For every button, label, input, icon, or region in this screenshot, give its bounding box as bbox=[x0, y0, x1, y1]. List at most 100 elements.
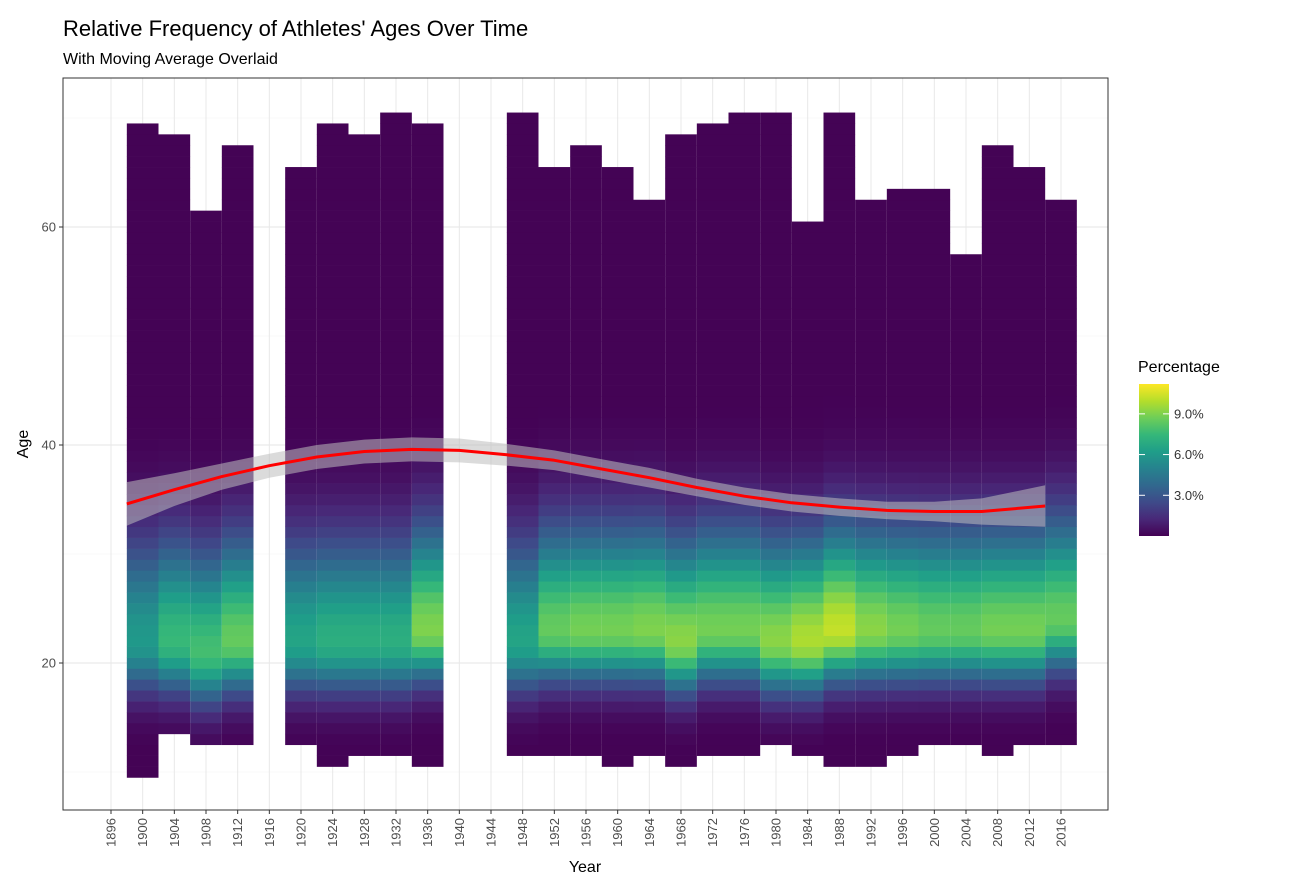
heatmap-tile bbox=[190, 417, 222, 429]
heatmap-tile bbox=[285, 265, 317, 277]
heatmap-tile bbox=[981, 657, 1014, 669]
heatmap-tile bbox=[601, 548, 634, 560]
heatmap-tile bbox=[855, 461, 887, 473]
heatmap-tile bbox=[1013, 450, 1046, 462]
heatmap-tile bbox=[823, 526, 856, 538]
heatmap-tile bbox=[981, 701, 1014, 713]
heatmap-tile bbox=[728, 156, 761, 168]
heatmap-tile bbox=[285, 570, 317, 582]
heatmap-tile bbox=[221, 286, 254, 299]
heatmap-tile bbox=[285, 690, 317, 702]
heatmap-tile bbox=[126, 581, 159, 593]
heatmap-tile bbox=[570, 613, 602, 626]
heatmap-tile bbox=[158, 592, 191, 604]
heatmap-tile bbox=[285, 297, 317, 310]
heatmap-tile bbox=[665, 613, 697, 626]
heatmap-tile bbox=[791, 483, 824, 495]
heatmap-tile bbox=[855, 613, 887, 626]
heatmap-tile bbox=[348, 548, 381, 560]
heatmap-tile bbox=[158, 297, 191, 310]
heatmap-tile bbox=[285, 210, 317, 222]
heatmap-tile bbox=[538, 199, 571, 211]
heatmap-tile bbox=[1045, 733, 1077, 746]
heatmap-tile bbox=[855, 701, 887, 713]
heatmap-tile bbox=[190, 679, 222, 691]
heatmap-tile bbox=[696, 592, 729, 604]
heatmap-tile bbox=[601, 308, 634, 320]
heatmap-tile bbox=[126, 297, 159, 310]
heatmap-tile bbox=[221, 635, 254, 647]
heatmap-tile bbox=[791, 613, 824, 626]
heatmap-tile bbox=[316, 177, 349, 190]
heatmap-tile bbox=[570, 483, 602, 495]
heatmap-tile bbox=[158, 319, 191, 331]
heatmap-tile bbox=[348, 646, 381, 658]
heatmap-tile bbox=[1013, 559, 1046, 571]
heatmap-tile bbox=[981, 385, 1014, 397]
heatmap-tile bbox=[506, 548, 539, 560]
heatmap-tile bbox=[126, 232, 159, 244]
heatmap-tile bbox=[950, 406, 982, 419]
heatmap-tile bbox=[633, 494, 666, 506]
heatmap-tile bbox=[633, 385, 666, 397]
heatmap-tile bbox=[221, 526, 254, 538]
heatmap-tile bbox=[380, 537, 412, 549]
heatmap-tile bbox=[221, 624, 254, 637]
heatmap-tile bbox=[981, 177, 1014, 190]
heatmap-tile bbox=[411, 352, 444, 364]
heatmap-tile bbox=[633, 210, 666, 222]
heatmap-tile bbox=[981, 744, 1014, 756]
heatmap-tile bbox=[886, 646, 919, 658]
heatmap-tile bbox=[633, 722, 666, 735]
heatmap-tile bbox=[728, 472, 761, 484]
heatmap-tile bbox=[221, 690, 254, 702]
heatmap-tile bbox=[570, 308, 602, 320]
heatmap-tile bbox=[570, 243, 602, 255]
heatmap-tile bbox=[1045, 461, 1077, 473]
heatmap-tile bbox=[665, 592, 697, 604]
heatmap-tile bbox=[855, 417, 887, 429]
heatmap-tile bbox=[981, 395, 1014, 408]
heatmap-tile bbox=[728, 722, 761, 735]
heatmap-tile bbox=[1045, 559, 1077, 571]
heatmap-tile bbox=[285, 243, 317, 255]
heatmap-tile bbox=[601, 744, 634, 756]
heatmap-tile bbox=[823, 581, 856, 593]
heatmap-tile bbox=[158, 156, 191, 168]
heatmap-tile bbox=[1045, 265, 1077, 277]
heatmap-tile bbox=[190, 526, 222, 538]
heatmap-tile bbox=[918, 210, 951, 222]
heatmap-tile bbox=[158, 341, 191, 353]
heatmap-tile bbox=[601, 395, 634, 408]
heatmap-tile bbox=[823, 624, 856, 637]
heatmap-tile bbox=[950, 646, 982, 658]
heatmap-tile bbox=[506, 254, 539, 266]
heatmap-tile bbox=[665, 646, 697, 658]
heatmap-tile bbox=[190, 592, 222, 604]
heatmap-tile bbox=[633, 221, 666, 233]
heatmap-tile bbox=[950, 624, 982, 637]
x-tick-label: 1980 bbox=[769, 818, 784, 847]
heatmap-tile bbox=[760, 134, 792, 146]
heatmap-tile bbox=[126, 755, 159, 767]
heatmap-tile bbox=[316, 679, 349, 691]
heatmap-tile bbox=[981, 276, 1014, 288]
legend-label: 3.0% bbox=[1174, 488, 1204, 503]
heatmap-tile bbox=[823, 733, 856, 746]
heatmap-tile bbox=[760, 657, 792, 669]
heatmap-tile bbox=[158, 722, 191, 735]
heatmap-tile bbox=[411, 537, 444, 549]
heatmap-tile bbox=[696, 145, 729, 157]
heatmap-tile bbox=[285, 483, 317, 495]
heatmap-tile bbox=[190, 363, 222, 375]
heatmap-tile bbox=[918, 330, 951, 342]
heatmap-tile bbox=[633, 548, 666, 560]
heatmap-tile bbox=[981, 733, 1014, 746]
heatmap-tile bbox=[221, 450, 254, 462]
x-tick-label: 1992 bbox=[864, 818, 879, 847]
heatmap-tile bbox=[538, 504, 571, 517]
heatmap-tile bbox=[348, 276, 381, 288]
heatmap-tile bbox=[886, 265, 919, 277]
heatmap-tile bbox=[855, 657, 887, 669]
heatmap-tile bbox=[823, 657, 856, 669]
